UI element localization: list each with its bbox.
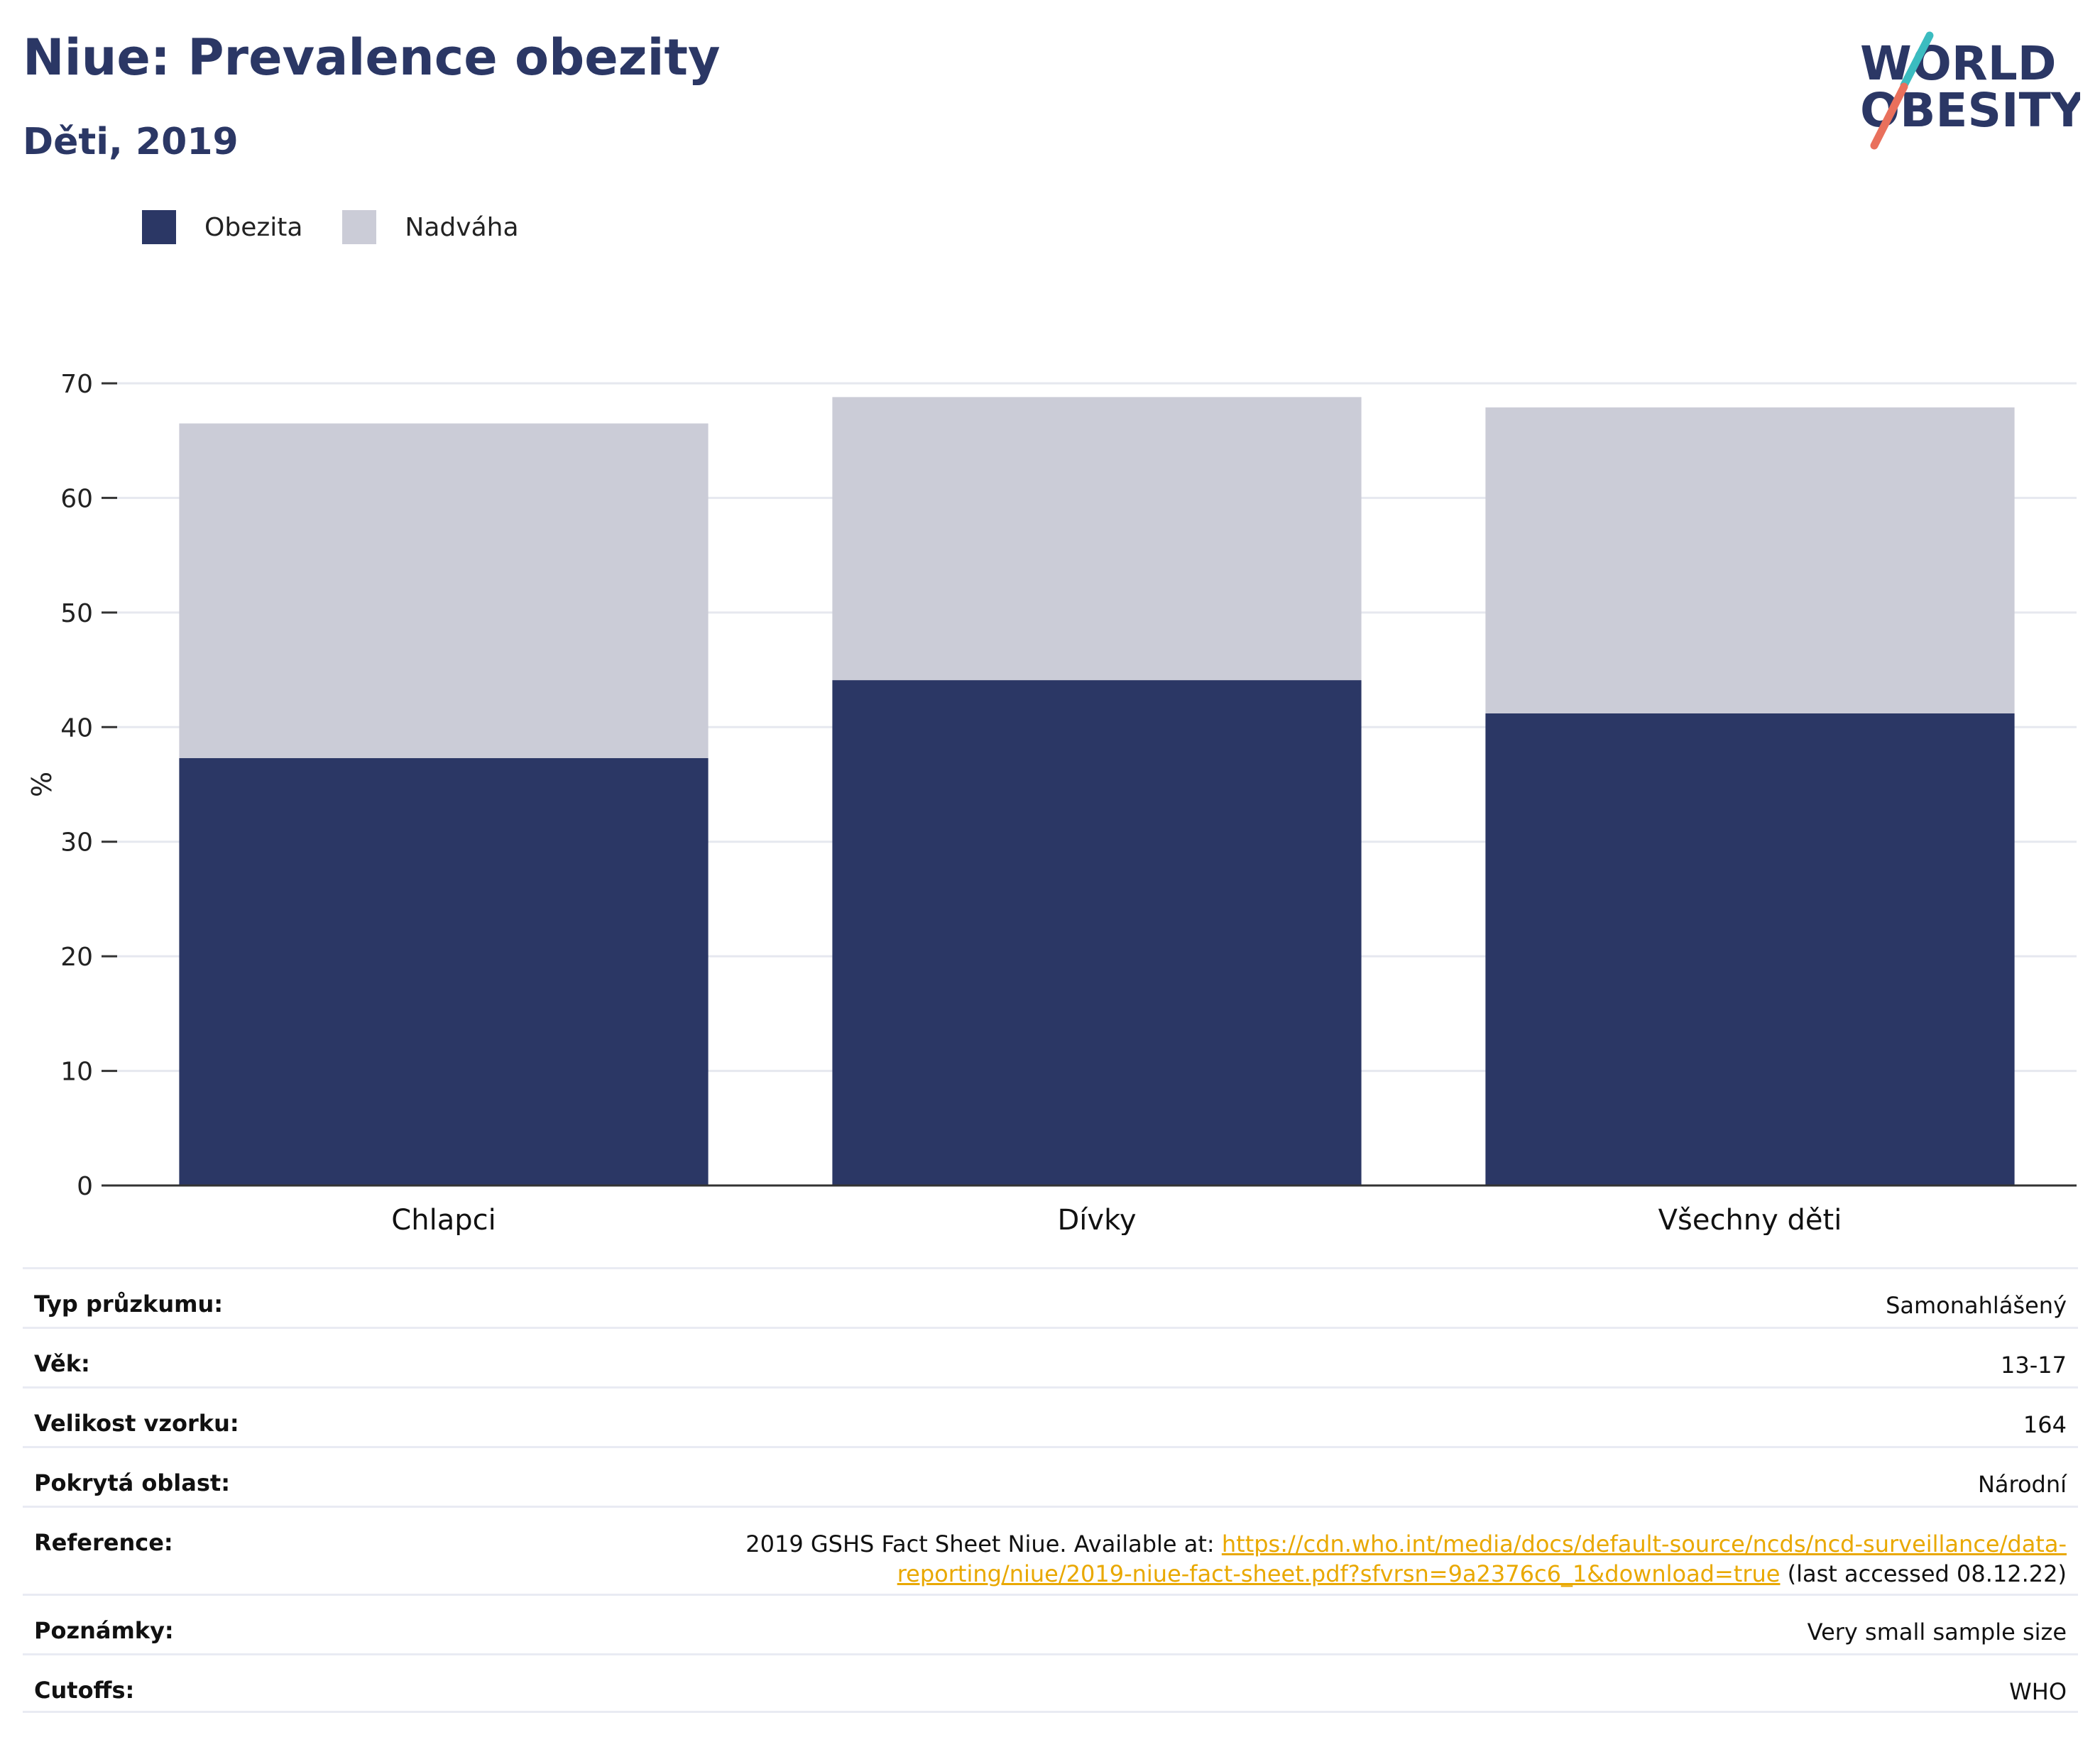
y-tick-label: 60 [60, 484, 93, 513]
info-value: WHO [2009, 1678, 2067, 1705]
y-tick-label: 30 [60, 828, 93, 858]
world-obesity-logo: WORLD OBESITY [1860, 31, 2080, 150]
logo-slash-teal [1900, 31, 1934, 89]
info-row-notes: Poznámky: Very small sample size [23, 1594, 2078, 1653]
y-tick-label: 0 [77, 1172, 93, 1201]
stacked-bar-chart: 0 10 20 30 40 50 60 70% Chlapci Dívky Všechny děti [26, 370, 2077, 1235]
info-value: 13-17 [2001, 1352, 2067, 1379]
info-row-reference: Reference: 2019 GSHS Fact Sheet Niue. Av… [23, 1506, 2078, 1594]
info-row-age: Věk: 13-17 [23, 1327, 2078, 1386]
legend-label-obezita: Obezita [204, 212, 303, 242]
bar-nadváha-1 [832, 397, 1362, 681]
legend-swatch-nadvaha [342, 210, 377, 244]
legend-label-nadvaha: Nadváha [405, 212, 519, 242]
chart-subtitle: Děti, 2019 [23, 121, 239, 163]
info-value: Samonahlášený [1886, 1292, 2067, 1319]
reference-prefix: 2019 GSHS Fact Sheet Niue. Available at: [745, 1530, 1222, 1557]
chart-title: Niue: Prevalence obezity [23, 28, 721, 87]
reference-text: 2019 GSHS Fact Sheet Niue. Available at:… [718, 1529, 2067, 1589]
x-tick-label: Všechny děti [1658, 1204, 1842, 1235]
y-tick-label: 10 [60, 1058, 93, 1087]
reference-suffix: (last accessed 08.12.22) [1780, 1560, 2067, 1587]
info-key: Věk: [34, 1350, 90, 1377]
y-tick-label: 70 [60, 370, 93, 399]
legend-swatch-obezita [142, 210, 176, 244]
info-value: Very small sample size [1807, 1619, 2067, 1645]
x-tick-label: Chlapci [391, 1204, 496, 1235]
logo-word-world: WORLD [1860, 36, 2057, 91]
y-tick-label: 40 [60, 713, 93, 743]
logo-word-obesity: OBESITY [1860, 83, 2080, 138]
legend-item-obezita[interactable]: Obezita [142, 210, 302, 244]
info-key: Poznámky: [34, 1617, 174, 1644]
legend-item-nadvaha[interactable]: Nadváha [342, 210, 519, 244]
info-key: Pokrytá oblast: [34, 1469, 230, 1496]
info-value: Národní [1977, 1471, 2067, 1498]
bar-nadváha-0 [179, 423, 709, 758]
x-tick-label: Dívky [1058, 1204, 1137, 1235]
reference-link[interactable]: https://cdn.who.int/media/docs/default-s… [897, 1530, 2067, 1587]
logo-slash-coral [1870, 82, 1908, 150]
info-key: Typ průzkumu: [34, 1291, 224, 1318]
info-row-coverage: Pokrytá oblast: Národní [23, 1446, 2078, 1506]
info-key: Reference: [34, 1529, 173, 1556]
info-key: Velikost vzorku: [34, 1410, 239, 1437]
info-row-sample-size: Velikost vzorku: 164 [23, 1386, 2078, 1446]
y-axis-label: % [26, 772, 58, 797]
bar-nadváha-2 [1485, 407, 2015, 713]
info-key: Cutoffs: [34, 1677, 135, 1704]
y-tick-label: 20 [60, 943, 93, 972]
bar-obezita-2 [1485, 713, 2015, 1185]
y-tick-label: 50 [60, 599, 93, 628]
info-row-cutoffs: Cutoffs: WHO [23, 1653, 2078, 1713]
survey-info-table: Typ průzkumu: Samonahlášený Věk: 13-17 V… [23, 1267, 2078, 1713]
info-row-survey-type: Typ průzkumu: Samonahlášený [23, 1267, 2078, 1327]
bar-obezita-1 [832, 680, 1362, 1185]
bar-obezita-0 [179, 757, 709, 1185]
info-value: 164 [2023, 1411, 2067, 1438]
chart-legend: Obezita Nadváha [142, 210, 559, 244]
